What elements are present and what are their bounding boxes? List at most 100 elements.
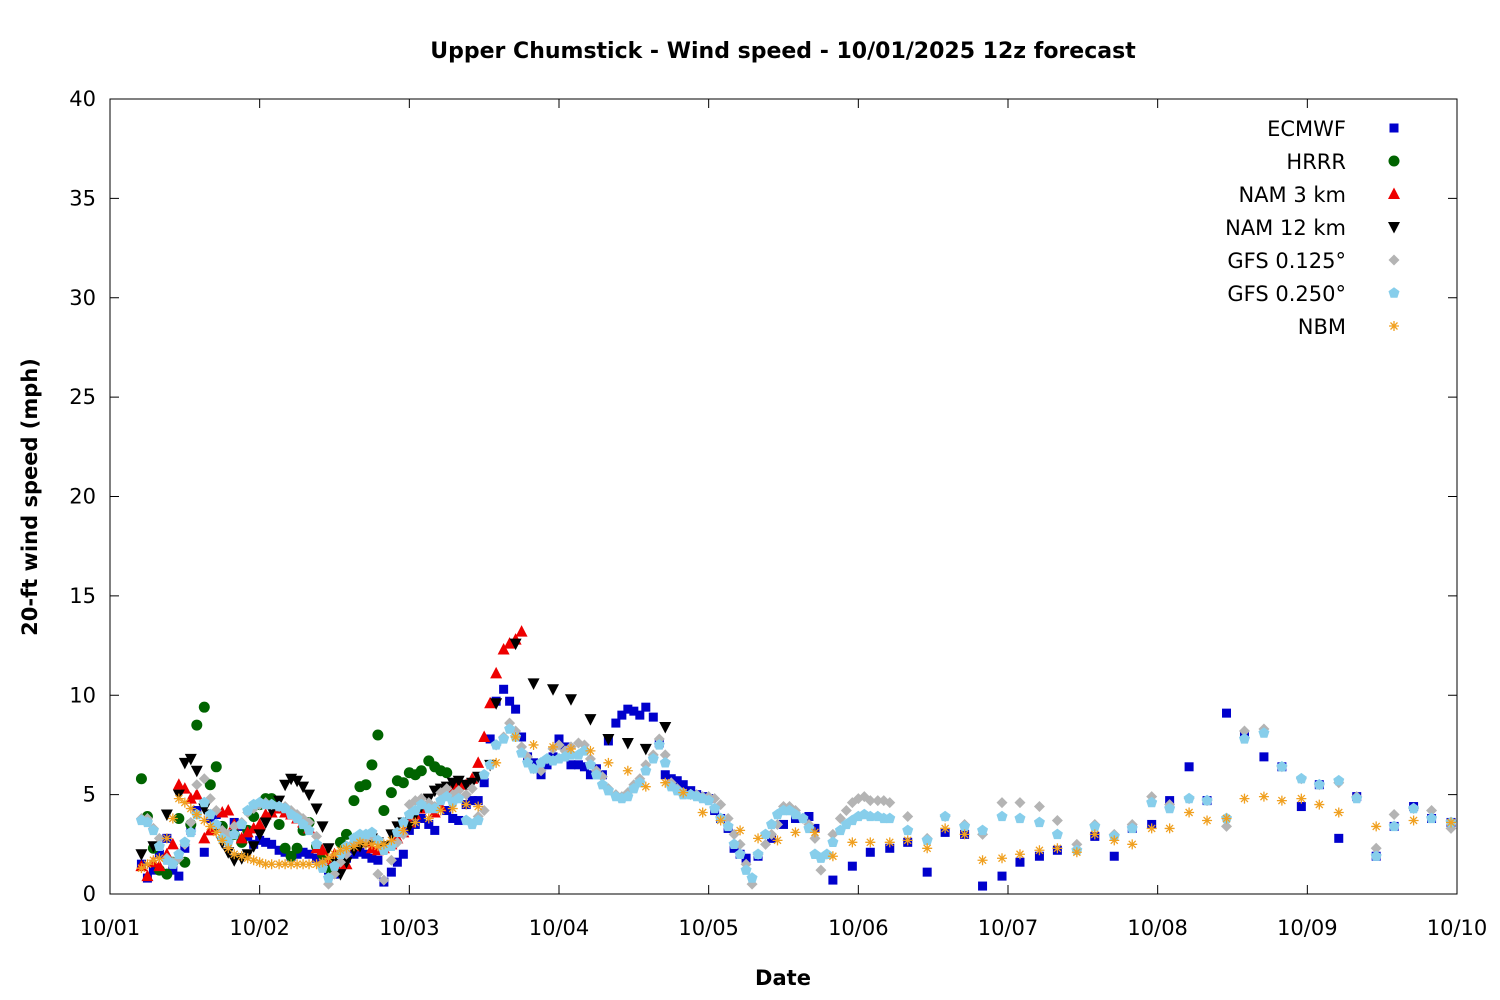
legend-label: NBM bbox=[1298, 315, 1346, 339]
data-point bbox=[366, 759, 378, 771]
data-point bbox=[424, 819, 434, 829]
data-point bbox=[884, 837, 895, 848]
data-point bbox=[303, 789, 316, 802]
legend-label: GFS 0.250° bbox=[1227, 282, 1346, 306]
data-point bbox=[185, 816, 197, 828]
data-point bbox=[511, 704, 521, 714]
data-point bbox=[484, 696, 497, 709]
data-point bbox=[447, 803, 458, 814]
data-point bbox=[527, 678, 540, 690]
data-point bbox=[497, 643, 510, 655]
x-tick-label: 10/10 bbox=[1427, 916, 1488, 940]
data-point bbox=[635, 710, 645, 720]
data-point bbox=[647, 753, 659, 764]
data-point bbox=[452, 775, 465, 788]
data-point bbox=[1184, 762, 1194, 772]
data-point bbox=[1426, 805, 1438, 817]
data-point bbox=[166, 837, 179, 850]
data-point bbox=[392, 857, 402, 867]
data-point bbox=[366, 826, 378, 838]
y-tick-label: 0 bbox=[83, 882, 96, 906]
data-point bbox=[672, 776, 682, 786]
data-point bbox=[1314, 799, 1325, 810]
data-point bbox=[373, 855, 383, 865]
data-point bbox=[653, 739, 665, 750]
data-point bbox=[467, 796, 477, 806]
data-point bbox=[547, 684, 560, 696]
data-point bbox=[136, 863, 147, 874]
data-point bbox=[528, 739, 539, 750]
data-point bbox=[441, 767, 453, 779]
data-point bbox=[360, 839, 371, 850]
data-point bbox=[398, 849, 408, 859]
data-point bbox=[573, 760, 583, 770]
data-point bbox=[385, 854, 397, 866]
data-point bbox=[921, 834, 933, 846]
data-point bbox=[602, 784, 614, 796]
data-point bbox=[285, 850, 297, 862]
data-point bbox=[228, 828, 240, 840]
data-point bbox=[478, 730, 491, 742]
data-point bbox=[815, 864, 827, 876]
data-point bbox=[292, 859, 303, 870]
data-point bbox=[253, 817, 266, 830]
data-point bbox=[242, 853, 253, 864]
data-point bbox=[478, 768, 490, 780]
data-point bbox=[648, 712, 658, 722]
data-point bbox=[722, 820, 734, 832]
data-point bbox=[297, 818, 309, 830]
data-point bbox=[579, 762, 589, 772]
data-point bbox=[978, 881, 988, 891]
data-point bbox=[660, 770, 670, 780]
data-point bbox=[259, 817, 272, 829]
data-point bbox=[472, 756, 485, 768]
data-point bbox=[479, 778, 489, 788]
data-point bbox=[922, 867, 932, 877]
data-point bbox=[1388, 809, 1400, 820]
data-point bbox=[585, 745, 596, 756]
data-point bbox=[1071, 847, 1082, 858]
data-point bbox=[179, 836, 191, 848]
data-point bbox=[423, 813, 434, 824]
data-point bbox=[291, 775, 304, 788]
data-point bbox=[298, 859, 309, 870]
data-point bbox=[709, 802, 721, 814]
data-point bbox=[959, 829, 970, 840]
data-point bbox=[316, 843, 329, 856]
data-point bbox=[804, 811, 814, 821]
data-point bbox=[554, 734, 564, 744]
data-point bbox=[1221, 813, 1232, 824]
data-point bbox=[372, 868, 384, 880]
axis-ticks: 0 5 10 15 20 25 30 35 40 10/01 10/02 10/03 10/04 10/0… bbox=[69, 87, 1487, 940]
legend-label: GFS 0.125° bbox=[1227, 249, 1346, 273]
data-point bbox=[292, 849, 302, 859]
data-point bbox=[354, 837, 365, 848]
data-point bbox=[884, 797, 896, 809]
data-point bbox=[872, 795, 884, 807]
data-point bbox=[266, 859, 277, 870]
data-point bbox=[1184, 807, 1195, 818]
data-point bbox=[236, 851, 247, 862]
data-point bbox=[378, 805, 390, 817]
data-point bbox=[584, 714, 597, 726]
data-point bbox=[515, 625, 528, 637]
data-point bbox=[1051, 814, 1063, 826]
data-point bbox=[741, 853, 751, 863]
data-point bbox=[235, 831, 248, 844]
data-point bbox=[372, 834, 384, 846]
data-point bbox=[241, 825, 254, 838]
data-point bbox=[304, 859, 315, 870]
data-point bbox=[622, 790, 634, 802]
data-point bbox=[602, 733, 615, 746]
data-point bbox=[1258, 791, 1269, 802]
data-point bbox=[485, 734, 495, 744]
x-tick-label: 10/06 bbox=[828, 916, 889, 940]
data-point bbox=[746, 872, 758, 883]
data-point bbox=[1052, 843, 1063, 854]
data-point bbox=[435, 805, 446, 816]
data-point bbox=[304, 849, 314, 859]
data-point bbox=[303, 824, 315, 836]
data-point bbox=[516, 747, 528, 758]
data-point bbox=[1296, 802, 1306, 812]
data-point bbox=[341, 843, 352, 854]
